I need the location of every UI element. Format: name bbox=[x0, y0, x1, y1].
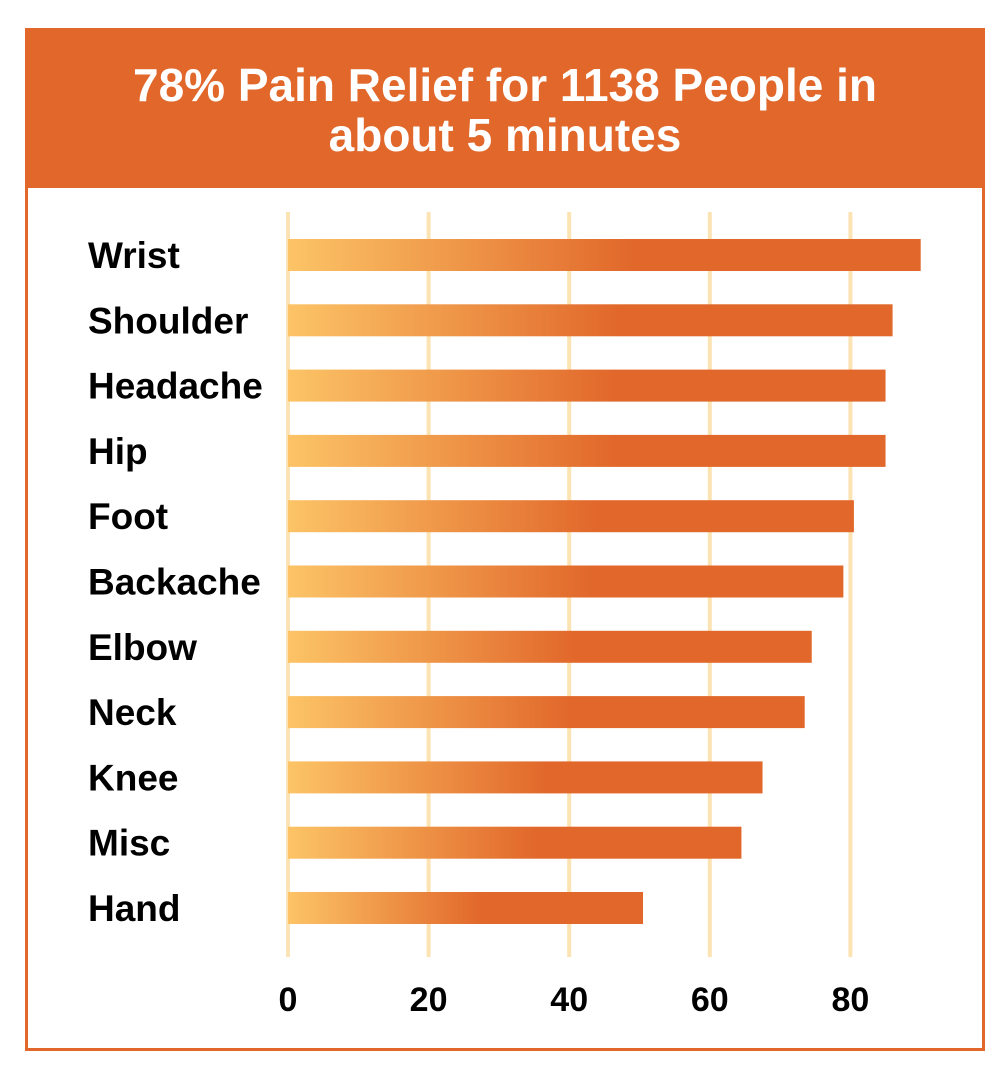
bars bbox=[288, 239, 921, 924]
category-label-elbow: Elbow bbox=[88, 627, 197, 668]
category-label-headache: Headache bbox=[88, 366, 263, 407]
chart-header: 78% Pain Relief for 1138 People in about… bbox=[28, 31, 982, 188]
category-label-neck: Neck bbox=[88, 692, 177, 733]
bar-misc bbox=[288, 826, 742, 859]
category-label-hand: Hand bbox=[88, 888, 181, 929]
bar-hip bbox=[288, 434, 886, 467]
chart-title: 78% Pain Relief for 1138 People in about… bbox=[133, 58, 877, 161]
category-label-misc: Misc bbox=[88, 823, 170, 864]
x-tick-label: 20 bbox=[410, 981, 448, 1019]
x-tick-label: 40 bbox=[550, 981, 588, 1019]
category-label-backache: Backache bbox=[88, 562, 261, 603]
x-tick-label: 0 bbox=[279, 981, 298, 1019]
bar-shoulder bbox=[288, 304, 893, 337]
bar-elbow bbox=[288, 630, 812, 663]
bar-backache bbox=[288, 565, 844, 598]
chart-frame: 78% Pain Relief for 1138 People in about… bbox=[25, 28, 985, 1051]
category-label-shoulder: Shoulder bbox=[88, 300, 248, 341]
x-tick-label: 80 bbox=[831, 981, 869, 1019]
category-label-hip: Hip bbox=[88, 431, 148, 472]
bar-wrist bbox=[288, 239, 921, 271]
category-label-wrist: Wrist bbox=[88, 235, 180, 276]
bar-neck bbox=[288, 696, 805, 729]
category-label-knee: Knee bbox=[88, 757, 178, 798]
bar-hand bbox=[288, 892, 644, 924]
category-labels: Wrist Shoulder Headache Hip Foot Backache Elbo… bbox=[88, 235, 263, 929]
bar-headache bbox=[288, 369, 886, 402]
bar-knee bbox=[288, 761, 763, 794]
x-axis-ticks: 0 20 40 60 80 bbox=[279, 981, 870, 1019]
category-label-foot: Foot bbox=[88, 496, 168, 537]
x-tick-label: 60 bbox=[691, 981, 729, 1019]
bar-foot bbox=[288, 500, 854, 533]
